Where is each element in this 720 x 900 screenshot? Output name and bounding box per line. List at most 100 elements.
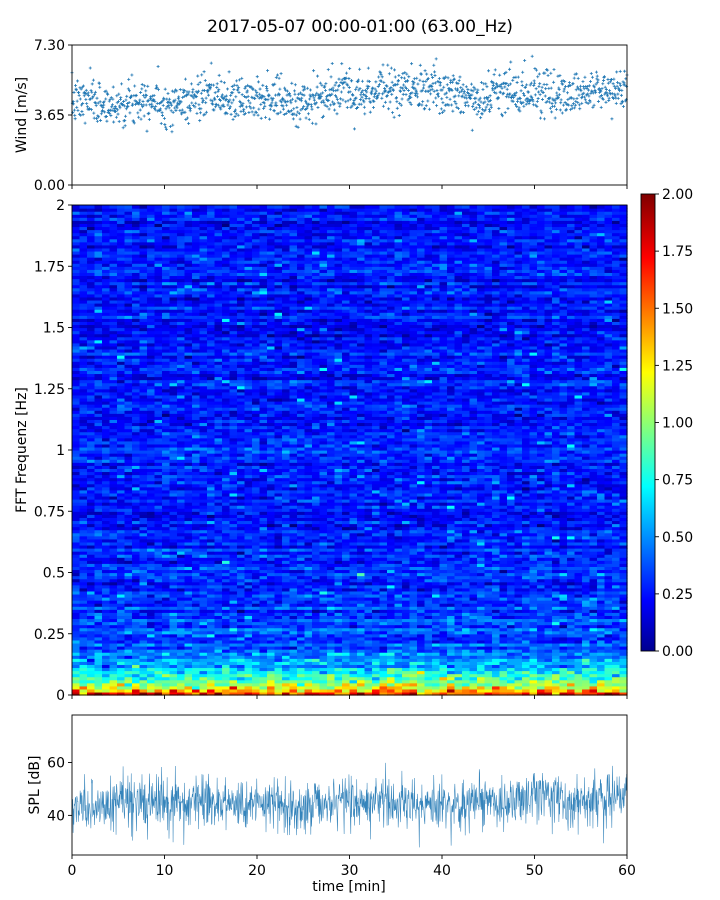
wind-point xyxy=(318,97,322,101)
wind-point xyxy=(383,100,387,104)
wind-point xyxy=(138,108,142,112)
wind-point xyxy=(503,111,507,115)
wind-point xyxy=(126,104,130,108)
wind-point xyxy=(168,97,172,101)
wind-point xyxy=(288,110,292,114)
wind-point xyxy=(238,105,242,109)
wind-point xyxy=(82,94,86,98)
wind-point xyxy=(199,111,203,115)
wind-point xyxy=(299,91,303,95)
wind-point xyxy=(97,81,101,85)
wind-point xyxy=(87,94,91,98)
wind-point xyxy=(491,84,495,88)
wind-point xyxy=(213,98,217,102)
wind-point xyxy=(226,87,230,91)
wind-point xyxy=(300,106,304,110)
wind-point xyxy=(74,88,78,92)
wind-point xyxy=(127,100,131,104)
wind-point xyxy=(441,110,445,114)
wind-point xyxy=(450,103,454,107)
wind-point xyxy=(212,108,216,112)
wind-point xyxy=(147,117,151,121)
wind-point xyxy=(122,99,126,103)
wind-point xyxy=(474,106,478,110)
wind-point xyxy=(391,111,395,115)
wind-point xyxy=(252,106,256,110)
wind-point xyxy=(448,97,452,101)
wind-point xyxy=(401,92,405,96)
wind-scatter-series xyxy=(70,54,629,134)
wind-point xyxy=(306,112,310,116)
wind-point xyxy=(294,124,298,128)
wind-point xyxy=(178,102,182,106)
wind-point xyxy=(328,94,332,98)
wind-point xyxy=(435,104,439,108)
wind-point xyxy=(381,104,385,108)
wind-point xyxy=(175,89,179,93)
wind-point xyxy=(79,87,83,91)
wind-point xyxy=(481,87,485,91)
wind-point xyxy=(133,102,137,106)
wind-point xyxy=(509,60,513,64)
wind-point xyxy=(377,92,381,96)
wind-point xyxy=(292,107,296,111)
wind-point xyxy=(616,92,620,96)
wind-point xyxy=(133,84,137,88)
wind-point xyxy=(390,92,394,96)
wind-point xyxy=(332,101,336,105)
wind-point xyxy=(478,106,482,110)
wind-point xyxy=(369,100,373,104)
wind-point xyxy=(552,80,556,84)
wind-point xyxy=(365,90,369,94)
wind-point xyxy=(352,127,356,131)
wind-point xyxy=(276,112,280,116)
wind-point xyxy=(204,101,208,105)
wind-point xyxy=(183,110,187,114)
wind-point xyxy=(123,119,127,123)
wind-point xyxy=(222,97,226,101)
wind-point xyxy=(270,98,274,102)
wind-point xyxy=(178,108,182,112)
wind-point xyxy=(223,95,227,99)
wind-point xyxy=(262,95,266,99)
wind-point xyxy=(183,89,187,93)
wind-point xyxy=(78,97,82,101)
wind-point xyxy=(124,98,128,102)
wind-point xyxy=(164,107,168,111)
wind-point xyxy=(442,109,446,113)
wind-point xyxy=(249,106,253,110)
wind-point xyxy=(73,117,77,121)
wind-point xyxy=(589,72,593,76)
wind-point xyxy=(266,69,270,73)
wind-point xyxy=(475,112,479,116)
wind-point xyxy=(481,107,485,111)
wind-point xyxy=(198,80,202,84)
wind-point xyxy=(298,98,302,102)
wind-point xyxy=(612,77,616,81)
wind-point xyxy=(108,98,112,102)
wind-point xyxy=(199,91,203,95)
wind-point xyxy=(76,79,80,83)
wind-point xyxy=(290,81,294,85)
wind-point xyxy=(423,106,427,110)
wind-point xyxy=(533,93,537,97)
wind-point xyxy=(462,89,466,93)
wind-point xyxy=(431,81,435,85)
wind-point xyxy=(248,101,252,105)
wind-point xyxy=(229,93,233,97)
wind-point xyxy=(537,90,541,94)
wind-point xyxy=(113,105,117,109)
wind-point xyxy=(72,102,76,106)
wind-point xyxy=(340,78,344,82)
wind-point xyxy=(543,94,547,98)
wind-point xyxy=(277,76,281,80)
wind-point xyxy=(470,128,474,132)
wind-point xyxy=(204,110,208,114)
wind-point xyxy=(433,81,437,85)
wind-point xyxy=(416,82,420,86)
wind-point xyxy=(136,111,140,115)
wind-point xyxy=(98,85,102,89)
wind-point xyxy=(278,87,282,91)
wind-point xyxy=(95,119,99,123)
